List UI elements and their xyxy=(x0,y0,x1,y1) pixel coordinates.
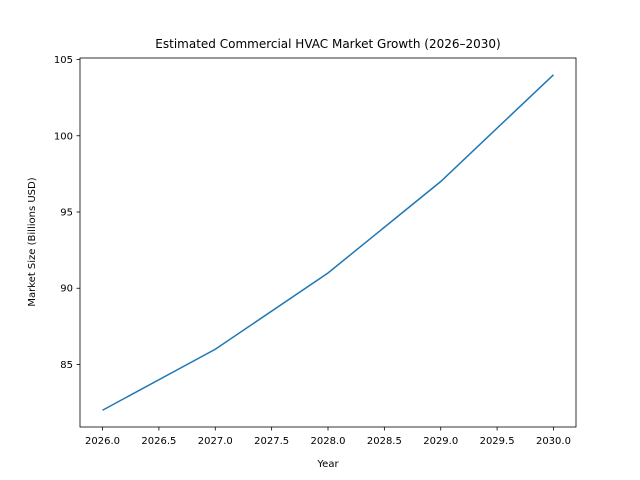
x-axis-label: Year xyxy=(316,459,339,470)
x-tick-label: 2028.5 xyxy=(367,436,402,447)
y-tick-label: 95 xyxy=(60,208,73,219)
y-axis: 85 90 95 100 105 xyxy=(54,55,80,371)
y-tick-label: 85 xyxy=(60,360,73,371)
x-tick-label: 2029.0 xyxy=(423,436,458,447)
x-tick-label: 2027.0 xyxy=(198,436,233,447)
series-line xyxy=(102,74,554,411)
x-tick-label: 2028.0 xyxy=(311,436,346,447)
x-tick-label: 2026.5 xyxy=(141,436,176,447)
y-axis-label: Market Size (Billions USD) xyxy=(27,177,38,306)
chart-title: Estimated Commercial HVAC Market Growth … xyxy=(155,37,500,51)
x-tick-label: 2029.5 xyxy=(480,436,515,447)
x-tick-label: 2026.0 xyxy=(85,436,120,447)
x-axis: 2026.0 2026.5 2027.0 2027.5 2028.0 2028.5 2029… xyxy=(85,427,571,447)
x-tick-label: 2030.0 xyxy=(536,436,571,447)
plot-area-frame xyxy=(79,57,577,428)
y-tick-label: 105 xyxy=(54,55,73,66)
x-tick-label: 2027.5 xyxy=(254,436,289,447)
y-tick-label: 100 xyxy=(54,131,73,142)
y-tick-label: 90 xyxy=(60,284,73,295)
